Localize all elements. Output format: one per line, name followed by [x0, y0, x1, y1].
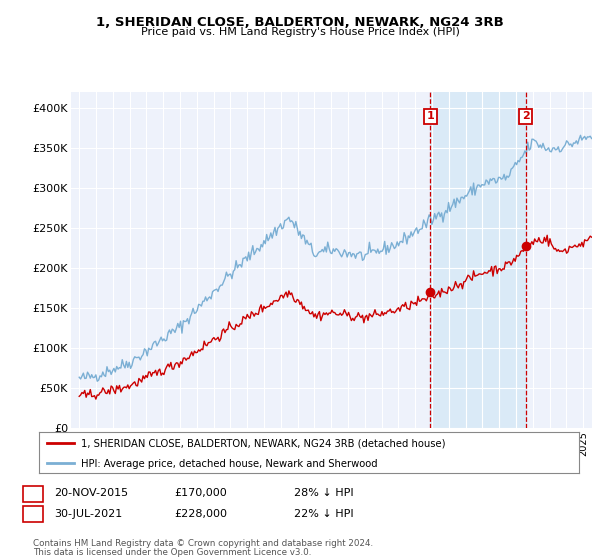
Text: 1: 1 — [427, 111, 434, 122]
Text: 2: 2 — [522, 111, 530, 122]
Text: This data is licensed under the Open Government Licence v3.0.: This data is licensed under the Open Gov… — [33, 548, 311, 557]
Text: £170,000: £170,000 — [174, 488, 227, 498]
Bar — [430, 92, 526, 428]
Text: 1, SHERIDAN CLOSE, BALDERTON, NEWARK, NG24 3RB (detached house): 1, SHERIDAN CLOSE, BALDERTON, NEWARK, NG… — [81, 439, 446, 449]
Text: 1: 1 — [29, 488, 37, 498]
Text: Price paid vs. HM Land Registry's House Price Index (HPI): Price paid vs. HM Land Registry's House … — [140, 27, 460, 38]
Text: 1, SHERIDAN CLOSE, BALDERTON, NEWARK, NG24 3RB: 1, SHERIDAN CLOSE, BALDERTON, NEWARK, NG… — [96, 16, 504, 29]
Text: 30-JUL-2021: 30-JUL-2021 — [54, 508, 122, 519]
Text: 2: 2 — [29, 508, 37, 519]
Text: Contains HM Land Registry data © Crown copyright and database right 2024.: Contains HM Land Registry data © Crown c… — [33, 539, 373, 548]
Text: HPI: Average price, detached house, Newark and Sherwood: HPI: Average price, detached house, Newa… — [81, 459, 378, 469]
Text: £228,000: £228,000 — [174, 508, 227, 519]
Text: 20-NOV-2015: 20-NOV-2015 — [54, 488, 128, 498]
Text: 28% ↓ HPI: 28% ↓ HPI — [294, 488, 353, 498]
Text: 22% ↓ HPI: 22% ↓ HPI — [294, 508, 353, 519]
